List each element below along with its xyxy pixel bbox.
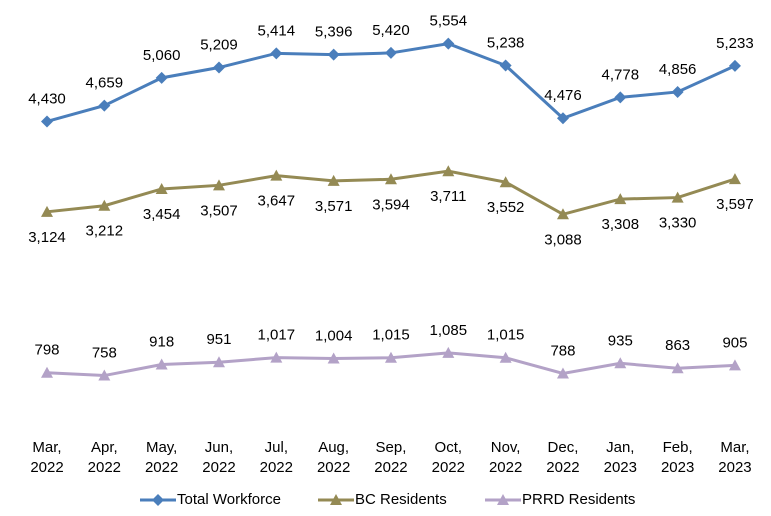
data-label: 788 (550, 342, 575, 359)
data-point (41, 205, 53, 217)
data-label: 918 (149, 333, 174, 350)
data-label: 798 (34, 342, 59, 359)
data-label: 4,430 (28, 90, 66, 107)
data-label: 935 (608, 332, 633, 349)
data-label: 3,308 (602, 216, 640, 233)
x-tick-label: Oct, 2022 (431, 439, 465, 476)
data-label: 5,414 (258, 22, 296, 39)
data-point (212, 61, 225, 74)
data-label: 905 (722, 334, 747, 351)
data-label: 758 (92, 345, 117, 362)
data-label: 951 (206, 331, 231, 348)
data-label: 1,085 (430, 322, 468, 339)
data-point (327, 352, 340, 364)
data-point (442, 37, 455, 50)
x-tick-label: Aug, 2022 (316, 439, 351, 476)
x-tick-label: Dec, 2022 (546, 439, 580, 476)
data-point (98, 99, 111, 112)
data-label: 5,396 (315, 24, 353, 41)
data-label: 5,060 (143, 47, 181, 64)
data-point (384, 351, 397, 363)
data-label: 5,233 (716, 35, 754, 52)
x-tick-label: Nov, 2022 (488, 439, 523, 476)
data-point (41, 115, 53, 128)
data-point (327, 48, 340, 61)
data-label: 863 (665, 337, 690, 354)
data-label: 3,212 (86, 223, 124, 240)
data-point (98, 369, 111, 381)
data-point (499, 176, 512, 188)
data-label: 3,647 (258, 193, 296, 210)
data-label: 1,017 (258, 327, 296, 344)
data-point (442, 165, 455, 177)
data-point (155, 358, 168, 370)
data-label: 4,476 (544, 87, 582, 104)
data-label: 1,015 (372, 327, 410, 344)
data-point (614, 357, 627, 369)
legend-label: Total Workforce (177, 491, 281, 508)
data-label: 3,088 (544, 231, 582, 248)
data-label: 4,778 (602, 66, 640, 83)
x-tick-label: Apr, 2022 (87, 439, 122, 476)
data-point (384, 173, 397, 185)
data-point (155, 182, 168, 194)
data-point (671, 191, 684, 203)
x-tick-label: May, 2022 (144, 439, 179, 476)
data-label: 5,238 (487, 34, 525, 51)
data-point (212, 356, 225, 368)
data-point (212, 179, 225, 191)
x-tick-label: Mar, 2022 (30, 439, 64, 476)
data-point (499, 351, 512, 363)
data-point (728, 59, 741, 72)
legend-label: BC Residents (355, 491, 447, 508)
x-tick-label: Jun, 2022 (202, 439, 236, 476)
data-label: 3,552 (487, 199, 525, 216)
data-label: 3,124 (28, 229, 66, 246)
data-label: 3,594 (372, 196, 410, 213)
data-label: 5,554 (430, 13, 468, 30)
data-point (41, 366, 53, 378)
data-label: 3,711 (430, 188, 466, 205)
data-label: 3,454 (143, 206, 181, 223)
data-point (327, 174, 340, 186)
data-point (614, 91, 627, 104)
data-label: 3,507 (200, 202, 238, 219)
data-point (671, 85, 684, 98)
data-label: 3,330 (659, 215, 697, 232)
data-label: 1,015 (487, 327, 525, 344)
x-tick-label: Sep, 2022 (374, 439, 408, 476)
data-point (556, 208, 569, 220)
x-tick-label: Jan, 2023 (603, 439, 637, 476)
data-point (728, 173, 741, 185)
data-label: 4,856 (659, 61, 697, 78)
legend-marker (152, 494, 164, 506)
data-point (671, 362, 684, 374)
data-point (728, 359, 741, 371)
data-label: 5,209 (200, 37, 238, 54)
data-label: 1,004 (315, 327, 353, 344)
data-point (98, 199, 111, 211)
data-point (556, 112, 569, 125)
data-point (614, 193, 627, 205)
data-label: 4,659 (86, 75, 124, 92)
data-label: 3,597 (716, 196, 754, 213)
legend-marker (330, 494, 342, 505)
legend-marker (497, 494, 509, 505)
x-tick-label: Feb, 2023 (660, 439, 695, 476)
data-label: 3,571 (315, 198, 353, 215)
data-point (270, 169, 283, 181)
data-point (442, 346, 455, 358)
data-point (270, 351, 283, 363)
data-point (270, 47, 283, 60)
data-point (155, 71, 168, 84)
data-label: 5,420 (372, 22, 410, 39)
data-point (384, 46, 397, 59)
data-point (556, 367, 569, 379)
x-tick-label: Jul, 2022 (259, 439, 293, 476)
legend-label: PRRD Residents (522, 491, 635, 508)
x-tick-label: Mar, 2023 (718, 439, 752, 476)
data-point (499, 59, 512, 72)
